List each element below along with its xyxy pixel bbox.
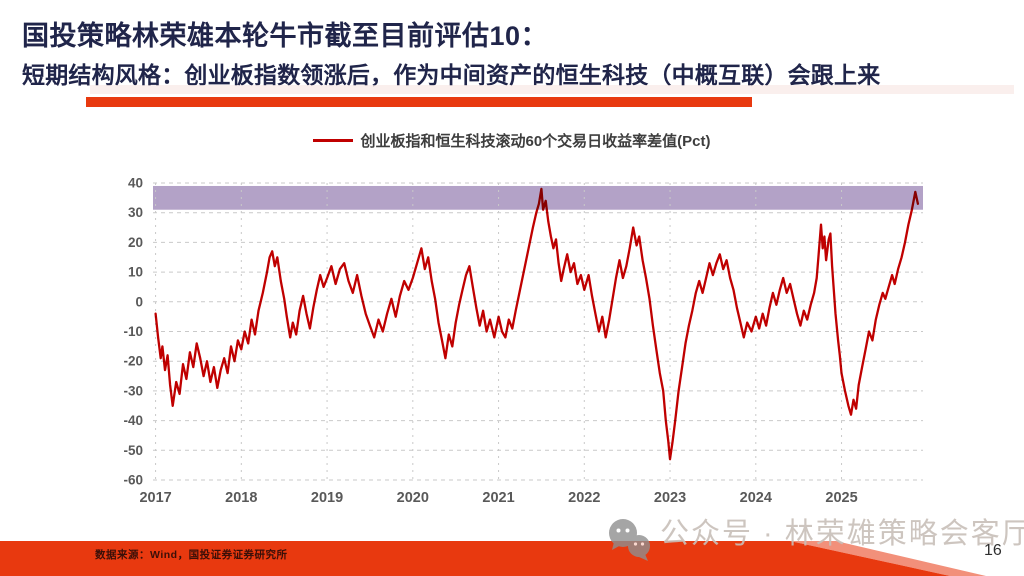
page-subtitle: 短期结构风格：创业板指数领涨后，作为中间资产的恒生科技（中概互联）会跟上来 — [22, 62, 881, 88]
footer-red-band — [0, 541, 950, 576]
y-tick-label: 30 — [128, 205, 143, 220]
legend-line-swatch — [313, 139, 354, 142]
legend-label: 创业板指和恒生科技滚动60个交易日收益率差值(Pct) — [360, 133, 711, 150]
title-underline-highlight — [90, 85, 1014, 94]
series-line — [154, 187, 920, 461]
watermark-text: 公众号 · 林荣雄策略会客厅 — [660, 518, 1024, 550]
x-tick-label: 2018 — [225, 490, 257, 505]
y-tick-label: 40 — [128, 176, 143, 191]
page-number: 16 — [984, 542, 1002, 559]
y-tick-label: -20 — [123, 354, 143, 369]
y-tick-label: 10 — [128, 265, 143, 280]
x-tick-label: 2025 — [825, 490, 857, 505]
y-tick-label: -50 — [123, 443, 143, 458]
x-tick-label: 2017 — [139, 490, 171, 505]
x-tick-label: 2022 — [568, 490, 600, 505]
x-tick-label: 2019 — [311, 490, 343, 505]
footer-banner — [0, 541, 986, 576]
y-tick-label: -10 — [123, 324, 143, 339]
y-tick-label: -60 — [123, 473, 143, 488]
y-tick-label: -40 — [123, 413, 143, 428]
x-tick-label: 2023 — [654, 490, 686, 505]
footer-highlight-stripe — [790, 541, 986, 576]
x-tick-label: 2021 — [482, 490, 514, 505]
x-tick-label: 2024 — [740, 490, 772, 505]
page-title: 国投策略林荣雄本轮牛市截至目前评估10： — [22, 21, 549, 51]
data-source-note: 数据来源：Wind，国投证券证券研究所 — [95, 549, 288, 561]
y-tick-label: -30 — [123, 383, 143, 398]
highlight-band — [153, 185, 923, 210]
x-tick-label: 2020 — [397, 490, 429, 505]
wechat-icon — [609, 519, 650, 561]
y-tick-label: 20 — [128, 235, 143, 250]
y-tick-label: 0 — [135, 294, 143, 309]
line-chart: 40 30 20 10 0 -10 -20 -30 -40 -50 -60 2017 2018 2019 2… — [123, 176, 923, 505]
chart-legend: 创业板指和恒生科技滚动60个交易日收益率差值(Pct) — [0, 130, 1024, 151]
title-underline-bar — [86, 97, 752, 107]
